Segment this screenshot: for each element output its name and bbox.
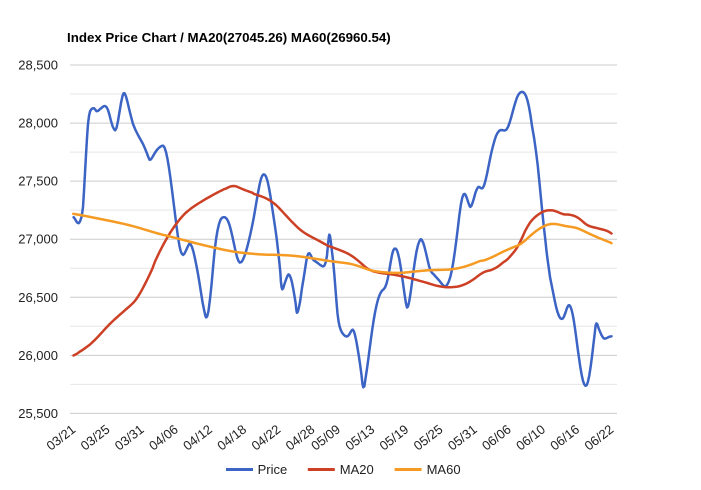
svg-text:25,500: 25,500 <box>18 406 58 421</box>
svg-text:27,000: 27,000 <box>18 232 58 247</box>
svg-text:MA60: MA60 <box>427 462 461 477</box>
svg-text:Index Price Chart / MA20(27045: Index Price Chart / MA20(27045.26) MA60(… <box>67 30 391 45</box>
svg-text:27,500: 27,500 <box>18 174 58 189</box>
svg-text:26,500: 26,500 <box>18 290 58 305</box>
svg-text:Price: Price <box>258 462 288 477</box>
svg-text:26,000: 26,000 <box>18 348 58 363</box>
svg-text:28,500: 28,500 <box>18 58 58 73</box>
svg-text:28,000: 28,000 <box>18 116 58 131</box>
svg-text:MA20: MA20 <box>340 462 374 477</box>
